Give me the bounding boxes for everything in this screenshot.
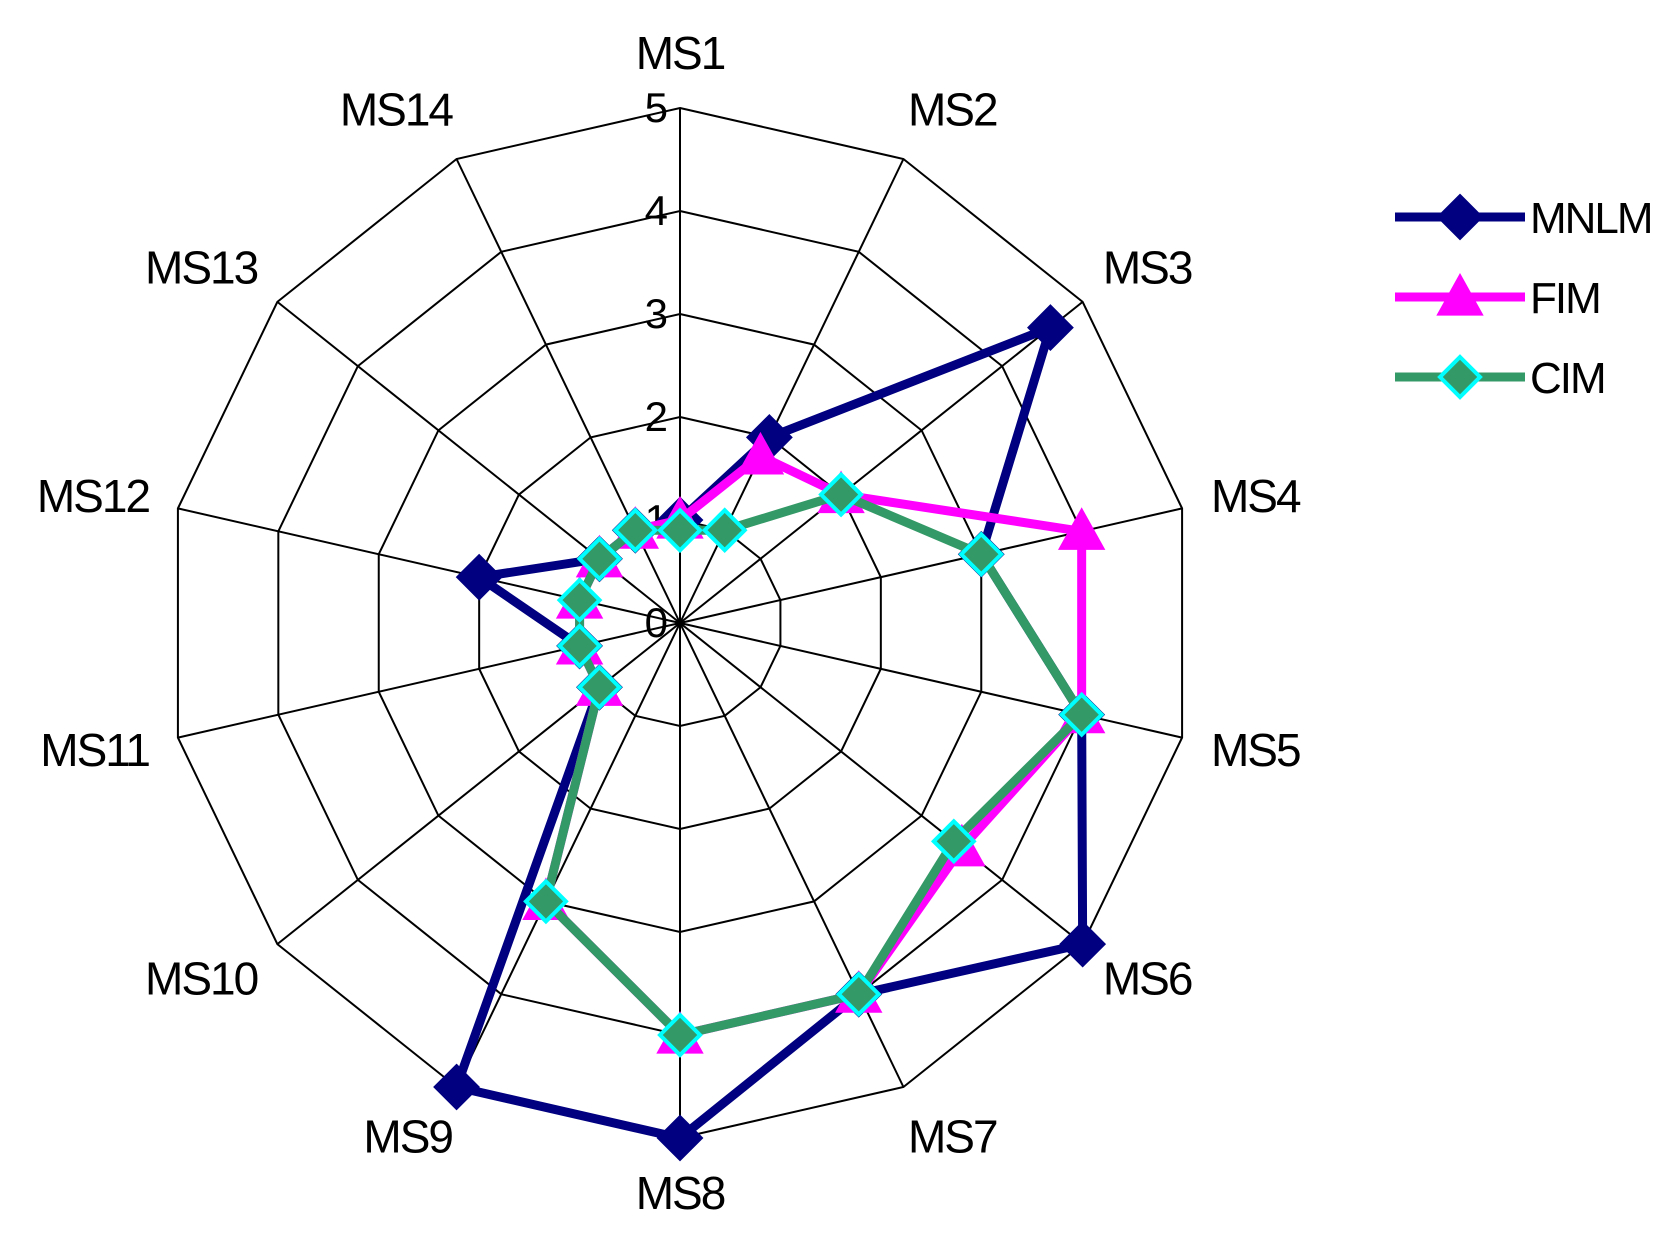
grid-spoke [679, 507, 1183, 624]
legend-item-cim: CIM [1395, 354, 1607, 403]
data-point-fim [736, 431, 785, 475]
data-point-mnlm [1059, 920, 1107, 968]
data-point-cim [657, 507, 703, 554]
axis-label-ms5: MS5 [1211, 724, 1300, 776]
legend-marker [1436, 272, 1484, 316]
legend-marker [1436, 193, 1484, 241]
grid-spoke [679, 622, 1183, 739]
data-point-cim [556, 623, 603, 669]
data-point-cim [818, 471, 864, 518]
data-point-cim [958, 531, 1005, 578]
data-point-cim [523, 878, 569, 925]
legend-label: MNLM [1530, 194, 1652, 243]
data-point-fim [1057, 507, 1106, 550]
grid-spoke [276, 622, 681, 945]
tick-label: 5 [645, 84, 668, 131]
data-point-cim [835, 971, 882, 1018]
series-cim [523, 471, 1105, 1058]
legend-item-fim: FIM [1395, 272, 1602, 323]
data-point-mnlm [1027, 304, 1074, 352]
legend-label: CIM [1530, 354, 1605, 403]
axis-label-ms13: MS13 [145, 242, 258, 294]
tick-label: 3 [645, 290, 668, 337]
radar-grid [176, 106, 1184, 1140]
data-point-cim [657, 1012, 703, 1058]
tick-label: 2 [645, 393, 668, 440]
data-point-cim [930, 818, 977, 865]
grid-spoke [679, 622, 1084, 945]
data-point-cim [1058, 691, 1105, 738]
tick-label: 0 [645, 599, 668, 646]
grid-spoke [679, 158, 905, 624]
data-point-cim [556, 577, 603, 623]
tick-label: 4 [645, 187, 668, 234]
data-point-mnlm [455, 553, 503, 601]
axis-label-ms1: MS1 [636, 27, 725, 79]
series-line-cim [540, 489, 1088, 1040]
axis-label-ms11: MS11 [40, 724, 149, 776]
data-point-mnlm [656, 1114, 704, 1162]
radar-series [433, 304, 1107, 1162]
data-point-cim [576, 535, 623, 582]
legend: MNLM FIM CIM [1395, 193, 1654, 403]
axis-label-ms9: MS9 [363, 1111, 452, 1163]
legend-marker [1437, 354, 1483, 400]
legend-label: FIM [1530, 274, 1600, 323]
data-point-cim [701, 507, 748, 554]
axis-label-ms2: MS2 [908, 83, 997, 135]
axis-label-ms6: MS6 [1103, 952, 1192, 1004]
axis-label-ms3: MS3 [1103, 242, 1192, 294]
data-point-cim [576, 664, 623, 711]
grid-spoke [455, 622, 681, 1088]
data-point-cim [612, 507, 659, 554]
series-mnlm [433, 304, 1107, 1162]
axis-label-ms12: MS12 [37, 470, 150, 522]
axis-label-ms4: MS4 [1211, 470, 1301, 522]
axis-label-ms10: MS10 [145, 952, 258, 1004]
axis-label-ms7: MS7 [908, 1111, 997, 1163]
axis-label-ms14: MS14 [340, 83, 454, 135]
data-point-mnlm [433, 1063, 480, 1111]
grid-spoke [679, 301, 1084, 624]
axis-label-ms8: MS8 [636, 1167, 725, 1219]
radar-axis-labels: MS1 MS2 MS3 MS4 MS5 MS6 MS7 MS8 MS9 MS10 MS11 MS12 M… [37, 27, 1303, 1219]
legend-item-mnlm: MNLM [1395, 193, 1654, 243]
